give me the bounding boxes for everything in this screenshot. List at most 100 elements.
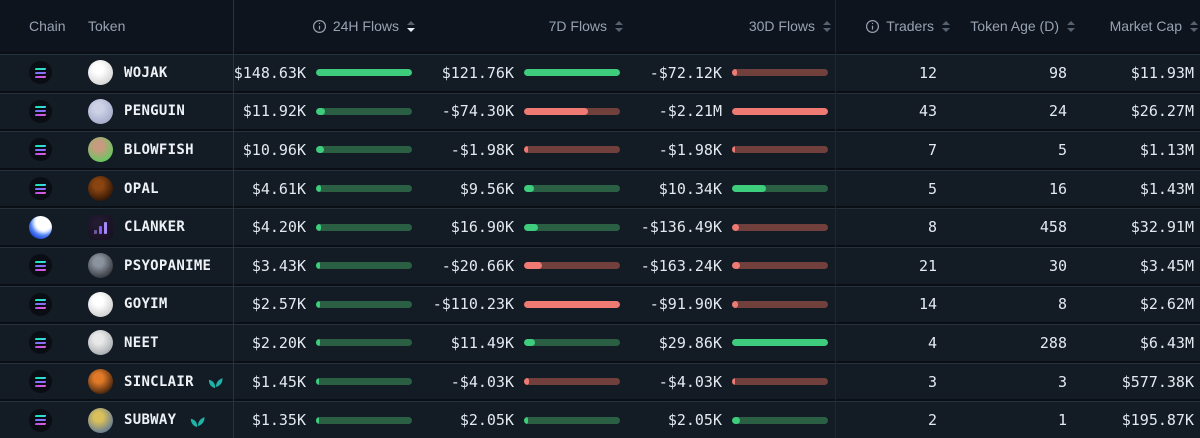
token-age-value: 288 bbox=[1039, 333, 1067, 352]
chain-icon bbox=[29, 254, 52, 278]
token-cell[interactable]: GOYIM bbox=[88, 291, 233, 317]
market-cap-value: $6.43M bbox=[1139, 333, 1194, 352]
flows-7d-value: -$110.23K bbox=[432, 295, 514, 314]
flows-24h-bar-fill bbox=[316, 146, 324, 154]
token-cell[interactable]: PENGUIN bbox=[88, 98, 233, 124]
flows-30d-bar-fill bbox=[732, 416, 740, 424]
flows-30d-bar bbox=[732, 300, 828, 308]
token-cell[interactable]: SUBWAY bbox=[88, 407, 233, 433]
traders-value: 43 bbox=[918, 102, 937, 121]
token-cell[interactable]: PSYOPANIME bbox=[88, 253, 233, 279]
table-row[interactable]: SINCLAIR $1.45K -$4.03K -$4.03K 3 3 $577… bbox=[0, 362, 1200, 400]
traders-value: 14 bbox=[918, 295, 937, 314]
flows-30d-value: -$136.49K bbox=[640, 218, 722, 237]
table-row[interactable]: BLOWFISH $10.96K -$1.98K -$1.98K 7 5 $1.… bbox=[0, 131, 1200, 168]
flows-24h-bar-fill bbox=[316, 185, 321, 193]
flows-24h-cell: $3.43K bbox=[233, 257, 419, 275]
column-label-24h-flows: 24H Flows bbox=[332, 18, 399, 34]
flows-7d-value: $2.05K bbox=[459, 411, 514, 430]
token-age-value: 98 bbox=[1048, 63, 1067, 82]
chain-icon bbox=[29, 99, 52, 123]
flows-30d-value: $2.05K bbox=[667, 411, 722, 430]
table-row[interactable]: OPAL $4.61K $9.56K $10.34K 5 16 $1.43M bbox=[0, 169, 1200, 207]
table-row[interactable]: NEET $2.20K $11.49K $29.86K 4 288 $6.43M bbox=[0, 324, 1200, 361]
sort-asc-icon bbox=[407, 20, 415, 25]
flows-7d-bar-fill bbox=[524, 185, 534, 193]
flows-24h-bar-fill bbox=[316, 416, 319, 424]
token-column-divider bbox=[233, 0, 234, 438]
column-label-30d-flows: 30D Flows bbox=[748, 18, 815, 34]
token-avatar bbox=[88, 137, 113, 163]
flows-30d-cell: $2.05K bbox=[627, 411, 835, 429]
flows-24h-value: $3.43K bbox=[251, 256, 306, 275]
solana-logo-icon bbox=[34, 67, 47, 78]
flows-30d-cell: -$91.90K bbox=[627, 295, 835, 313]
chain-icon bbox=[29, 370, 52, 394]
token-cell[interactable]: SINCLAIR bbox=[88, 369, 233, 395]
flows-24h-bar bbox=[316, 107, 412, 115]
flows-7d-value: -$4.03K bbox=[450, 372, 514, 391]
flows-30d-bar-fill bbox=[732, 223, 739, 231]
token-avatar bbox=[88, 291, 113, 317]
flows-30d-bar-fill bbox=[732, 146, 735, 154]
table-row[interactable]: PSYOPANIME $3.43K -$20.66K -$163.24K 21 … bbox=[0, 246, 1200, 284]
token-cell[interactable]: BLOWFISH bbox=[88, 137, 233, 163]
solana-logo-icon bbox=[34, 260, 47, 271]
traders-value: 8 bbox=[927, 218, 937, 237]
token-cell[interactable]: OPAL bbox=[88, 176, 233, 202]
sort-asc-icon bbox=[1190, 20, 1198, 25]
flows-24h-value: $11.92K bbox=[242, 102, 306, 121]
traders-value: 4 bbox=[927, 333, 937, 352]
table-row[interactable]: SUBWAY $1.35K $2.05K $2.05K 2 1 $195.87K bbox=[0, 401, 1200, 438]
token-age-value: 1 bbox=[1057, 411, 1067, 430]
traders-value: 7 bbox=[927, 140, 937, 159]
flows-24h-cell: $11.92K bbox=[233, 102, 419, 120]
flows-30d-bar bbox=[732, 416, 828, 424]
sort-carets-7d[interactable] bbox=[615, 20, 623, 32]
table-row[interactable]: PENGUIN $11.92K -$74.30K -$2.21M 43 24 $… bbox=[0, 92, 1200, 130]
sort-carets-token-age[interactable] bbox=[1067, 20, 1075, 32]
table-body: WOJAK $148.63K $121.76K -$72.12K 12 98 $… bbox=[0, 52, 1200, 438]
column-header-7d-flows[interactable]: 7D Flows bbox=[419, 18, 627, 34]
table-row[interactable]: WOJAK $148.63K $121.76K -$72.12K 12 98 $… bbox=[0, 54, 1200, 91]
flows-24h-value: $148.63K bbox=[233, 63, 306, 82]
flows-24h-bar bbox=[316, 339, 412, 347]
flows-30d-bar-fill bbox=[732, 339, 828, 347]
token-cell[interactable]: CLANKER bbox=[88, 214, 233, 240]
flows-24h-value: $4.61K bbox=[251, 179, 306, 198]
column-header-market-cap[interactable]: Market Cap bbox=[1077, 18, 1200, 34]
table-row[interactable]: GOYIM $2.57K -$110.23K -$91.90K 14 8 $2.… bbox=[0, 285, 1200, 323]
flows-30d-cell: -$2.21M bbox=[627, 102, 835, 120]
market-cap-value: $577.38K bbox=[1121, 372, 1194, 391]
flows-24h-cell: $1.35K bbox=[233, 411, 419, 429]
sort-carets-traders[interactable] bbox=[942, 20, 950, 32]
flows-24h-value: $4.20K bbox=[251, 218, 306, 237]
flows-7d-value: $16.90K bbox=[450, 218, 514, 237]
market-cap-value: $1.43M bbox=[1139, 179, 1194, 198]
flows-24h-value: $2.57K bbox=[251, 295, 306, 314]
column-header-30d-flows[interactable]: 30D Flows bbox=[627, 18, 835, 34]
token-age-value: 3 bbox=[1057, 372, 1067, 391]
solana-logo-icon bbox=[34, 376, 47, 387]
flows-24h-value: $1.45K bbox=[251, 372, 306, 391]
flows-24h-bar-fill bbox=[316, 262, 320, 270]
solana-logo-icon bbox=[34, 183, 47, 194]
sort-carets-24h[interactable] bbox=[407, 20, 415, 32]
info-icon bbox=[312, 19, 326, 33]
traders-value: 21 bbox=[918, 256, 937, 275]
column-header-traders[interactable]: Traders bbox=[835, 18, 952, 34]
column-header-24h-flows[interactable]: 24H Flows bbox=[233, 18, 419, 34]
flows-7d-cell: -$1.98K bbox=[419, 141, 627, 159]
sort-carets-30d[interactable] bbox=[823, 20, 831, 32]
sort-carets-market-cap[interactable] bbox=[1190, 20, 1198, 32]
token-avatar bbox=[88, 60, 113, 86]
table-row[interactable]: CLANKER $4.20K $16.90K -$136.49K 8 458 $… bbox=[0, 208, 1200, 245]
flows-7d-value: -$1.98K bbox=[450, 140, 514, 159]
chain-icon bbox=[29, 61, 52, 85]
column-header-token-age[interactable]: Token Age (D) bbox=[952, 18, 1077, 34]
flows-24h-cell: $148.63K bbox=[233, 64, 419, 82]
flows-30d-bar-fill bbox=[732, 262, 740, 270]
token-cell[interactable]: NEET bbox=[88, 330, 233, 356]
flows-7d-bar-fill bbox=[524, 300, 620, 308]
token-cell[interactable]: WOJAK bbox=[88, 60, 233, 86]
